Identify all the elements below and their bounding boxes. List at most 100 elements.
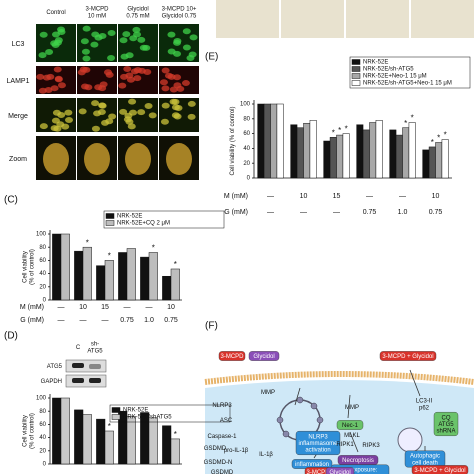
x-row-value: 0.75 bbox=[120, 317, 134, 324]
bar bbox=[336, 134, 344, 179]
x-row-value: 1.0 bbox=[144, 317, 154, 324]
diagram-label: MMP bbox=[345, 405, 359, 411]
significance-star: * bbox=[174, 260, 177, 269]
cell bbox=[161, 85, 170, 92]
bar bbox=[375, 120, 383, 179]
cell bbox=[129, 109, 138, 116]
cell-membrane bbox=[204, 371, 474, 385]
cell bbox=[53, 66, 62, 73]
y-tick-label: 60 bbox=[39, 258, 46, 264]
legend-frame bbox=[109, 404, 231, 423]
cell bbox=[42, 74, 51, 81]
cell bbox=[159, 79, 168, 86]
cell bbox=[53, 39, 62, 46]
cell bbox=[122, 31, 131, 38]
cell bbox=[43, 143, 69, 175]
cell bbox=[65, 116, 74, 123]
bar bbox=[52, 397, 62, 465]
cell bbox=[161, 67, 170, 74]
diagram-label: Caspase-1 bbox=[207, 434, 237, 440]
bar bbox=[369, 122, 377, 179]
panel-label: (C) bbox=[4, 195, 18, 206]
cell bbox=[127, 123, 136, 130]
x-row-value: 10 bbox=[432, 193, 440, 200]
cell bbox=[187, 100, 196, 107]
cell bbox=[182, 28, 191, 35]
y-tick-label: 80 bbox=[39, 409, 46, 415]
cell bbox=[181, 80, 190, 87]
bar bbox=[118, 252, 128, 301]
bar bbox=[270, 103, 278, 179]
bar bbox=[148, 417, 158, 465]
x-row-label: M (mM) bbox=[224, 193, 248, 200]
x-row-value: 15 bbox=[333, 193, 341, 200]
legend-label: NRK-52E/sh-ATG5 bbox=[363, 67, 414, 73]
cell bbox=[53, 125, 62, 132]
cell bbox=[161, 102, 170, 109]
inflammasome-subunit bbox=[276, 416, 284, 424]
bar bbox=[323, 140, 331, 179]
significance-star: * bbox=[108, 252, 111, 261]
significance-star: * bbox=[345, 125, 348, 134]
diagram-label: GSDMD bbox=[204, 446, 227, 452]
x-row-label: G (mM) bbox=[20, 317, 44, 324]
legend-swatch bbox=[105, 220, 115, 226]
y-tick-label: 60 bbox=[243, 131, 250, 137]
arrow bbox=[349, 431, 359, 453]
diagram-label: GSDMD-N bbox=[204, 460, 233, 466]
x-row-value: 0.75 bbox=[164, 317, 178, 324]
bar bbox=[356, 124, 364, 179]
arrow bbox=[409, 369, 421, 397]
diagram-label: CQ ATG5 shRNA bbox=[436, 415, 455, 434]
diagram-box bbox=[325, 467, 355, 474]
diagram-label: MLKL bbox=[344, 433, 360, 439]
y-tick-label: 60 bbox=[39, 422, 46, 428]
diagram-label: Necroptosis bbox=[342, 458, 374, 464]
blot-band bbox=[72, 378, 84, 383]
cell bbox=[137, 36, 146, 43]
bar bbox=[329, 137, 337, 179]
brightfield-dividers bbox=[279, 0, 411, 38]
cell bbox=[91, 100, 100, 107]
bar bbox=[52, 233, 62, 301]
diagram-label: RIPK1 bbox=[336, 442, 354, 448]
bar bbox=[60, 397, 70, 465]
y-axis-label: Cell viability (% of control) bbox=[230, 106, 236, 175]
legend-label: NRK-52E/sh-ATG5+Neo-1 15 μM bbox=[363, 81, 452, 87]
cell bbox=[167, 48, 176, 55]
significance-star: * bbox=[332, 128, 335, 137]
cell bbox=[119, 37, 128, 44]
cell bbox=[84, 143, 110, 175]
cell bbox=[50, 85, 59, 92]
cell bbox=[98, 102, 107, 109]
cell bbox=[64, 109, 73, 116]
bar bbox=[362, 129, 370, 179]
cell bbox=[167, 31, 176, 38]
bar bbox=[441, 139, 449, 179]
cell bbox=[188, 51, 197, 58]
x-row-value: 0.75 bbox=[429, 209, 443, 216]
cell bbox=[123, 66, 132, 73]
diagram-label: Glycidol bbox=[329, 470, 350, 474]
bar bbox=[408, 122, 416, 179]
legend-swatch bbox=[351, 66, 361, 72]
cell bbox=[119, 108, 128, 115]
bar bbox=[82, 414, 92, 465]
bar bbox=[74, 409, 84, 465]
inflammasome-subunit bbox=[282, 430, 290, 438]
column-header: Control bbox=[46, 10, 65, 16]
x-row-value: — bbox=[58, 317, 65, 324]
cell bbox=[38, 52, 47, 59]
y-tick-label: 100 bbox=[36, 396, 47, 402]
diagram-box bbox=[379, 351, 437, 361]
cell bbox=[130, 68, 139, 75]
cell bbox=[173, 38, 182, 45]
significance-star: * bbox=[411, 114, 414, 123]
bar bbox=[263, 103, 271, 179]
cell bbox=[108, 113, 117, 120]
cell bbox=[133, 31, 142, 38]
bar bbox=[96, 265, 106, 301]
bar bbox=[276, 103, 284, 179]
cell bbox=[118, 82, 127, 89]
x-row-value: — bbox=[267, 193, 274, 200]
